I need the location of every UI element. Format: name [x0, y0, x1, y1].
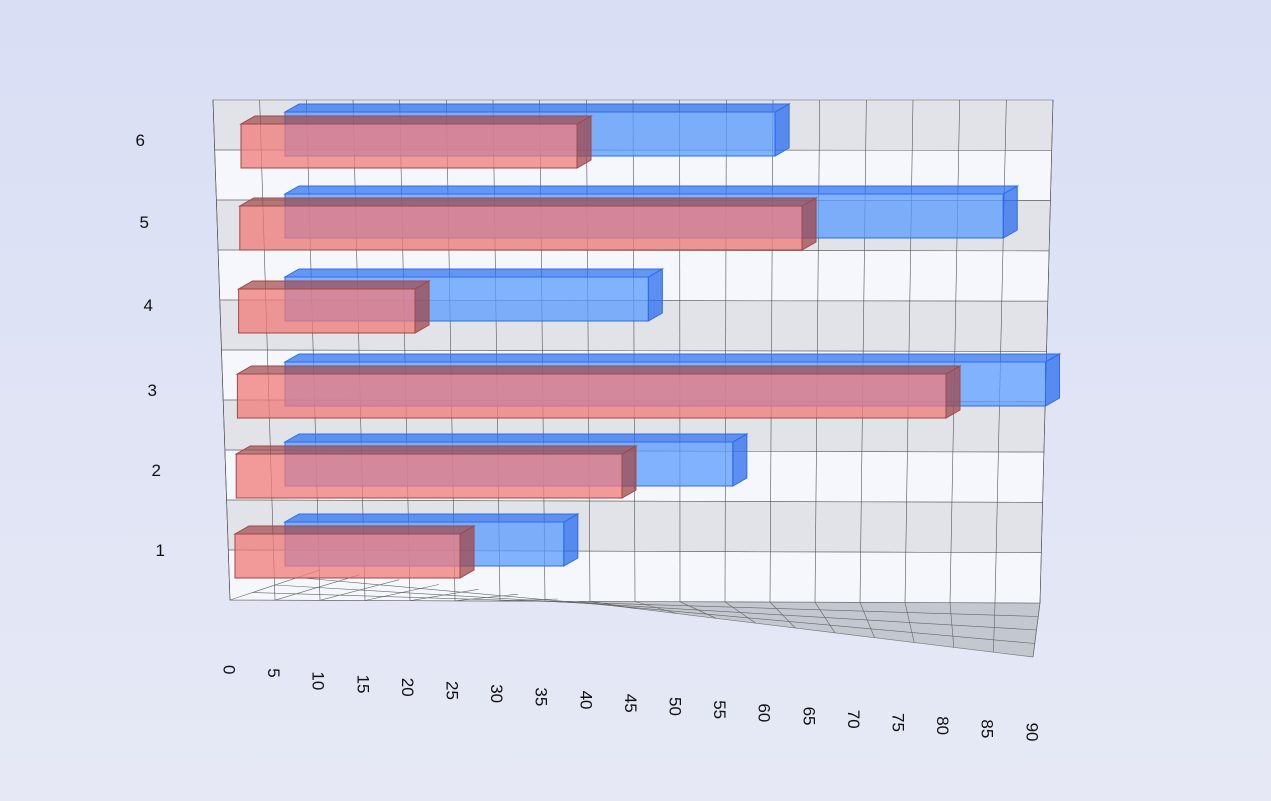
x-axis-labels: 0 5 10 15 20 25 30 35 40 45 50 55 60 65 70 75 80 85 90 — [220, 665, 1042, 742]
y-tick-label: 2 — [152, 461, 161, 480]
grid-lines — [212, 99, 1054, 658]
bar-front-3 — [235, 365, 962, 419]
bar-side-face — [576, 115, 592, 169]
bar-side-face — [1045, 353, 1060, 407]
bar-side-face — [801, 197, 817, 251]
x-tick-label: 55 — [710, 700, 729, 719]
grid-line — [212, 99, 231, 601]
grid-line — [994, 99, 1007, 603]
x-tick-label: 75 — [889, 713, 908, 732]
bar-top-face — [239, 115, 593, 125]
floor-grid-line — [252, 592, 1039, 617]
bar-front-5 — [237, 197, 818, 251]
bar-top-face — [283, 185, 1020, 195]
bars — [233, 103, 1062, 579]
bar-front-4 — [236, 280, 431, 334]
bar-front-face — [238, 288, 416, 334]
bar-front-1 — [233, 525, 476, 579]
bar-side-face — [732, 433, 748, 487]
grid-line — [724, 99, 727, 602]
x-tick-label: 5 — [264, 668, 283, 677]
bar-side-face — [414, 280, 430, 334]
x-tick-label: 0 — [220, 665, 239, 674]
bar-side-face — [459, 525, 475, 579]
x-tick-label: 80 — [933, 716, 952, 735]
bar-front-face — [236, 373, 947, 419]
grid-line — [769, 99, 774, 603]
bar-top-face — [233, 525, 476, 535]
grid-line — [632, 99, 636, 602]
bar-top-face — [283, 268, 665, 278]
bar-side-face — [647, 268, 663, 322]
x-tick-label: 70 — [844, 710, 863, 729]
y-tick-label: 5 — [140, 213, 149, 232]
x-tick-label: 50 — [666, 697, 685, 716]
bar-side-face — [1002, 185, 1018, 239]
bar-side-face — [774, 103, 790, 157]
bar-top-face — [283, 353, 1062, 363]
bar-top-face — [237, 197, 818, 207]
bar-front-face — [234, 533, 461, 579]
grid-line — [586, 99, 591, 602]
grid-line — [859, 99, 867, 603]
bar-top-face — [236, 280, 431, 290]
x-tick-label: 60 — [755, 703, 774, 722]
bar-front-2 — [234, 445, 638, 499]
x-tick-label: 45 — [621, 694, 640, 713]
bar-top-face — [283, 433, 749, 443]
x-tick-label: 40 — [576, 691, 595, 710]
bar-side-face — [945, 365, 961, 419]
bar-front-face — [235, 453, 623, 499]
x-tick-label: 65 — [799, 707, 818, 726]
floor-grid-line — [297, 577, 1035, 644]
grid-line — [1039, 99, 1054, 604]
x-tick-label: 35 — [532, 687, 551, 706]
grid-line — [814, 99, 820, 603]
y-tick-label: 4 — [144, 296, 153, 315]
x-tick-label: 85 — [978, 719, 997, 738]
x-tick-label: 25 — [443, 681, 462, 700]
bar-side-face — [621, 445, 637, 499]
bar-top-face — [283, 513, 580, 523]
bar-top-face — [283, 103, 791, 113]
y-tick-label: 6 — [136, 131, 145, 150]
bar-front-6 — [239, 115, 593, 169]
bar-top-face — [235, 365, 962, 375]
grid-line — [259, 99, 276, 601]
y-tick-label: 3 — [148, 381, 157, 400]
bar-front-face — [239, 205, 803, 251]
floor-grid-line — [274, 584, 1037, 631]
x-tick-label: 90 — [1022, 723, 1041, 742]
x-tick-label: 15 — [353, 675, 372, 694]
y-tick-label: 1 — [156, 541, 165, 560]
grid-line — [949, 99, 960, 603]
bar-side-face — [563, 513, 579, 567]
bar-top-face — [234, 445, 638, 455]
bar-front-face — [240, 123, 578, 169]
x-tick-label: 20 — [398, 678, 417, 697]
y-axis-labels: 1 2 3 4 5 6 — [136, 131, 165, 560]
x-tick-label: 10 — [309, 671, 328, 690]
grid-line — [904, 99, 914, 603]
x-tick-label: 30 — [487, 684, 506, 703]
